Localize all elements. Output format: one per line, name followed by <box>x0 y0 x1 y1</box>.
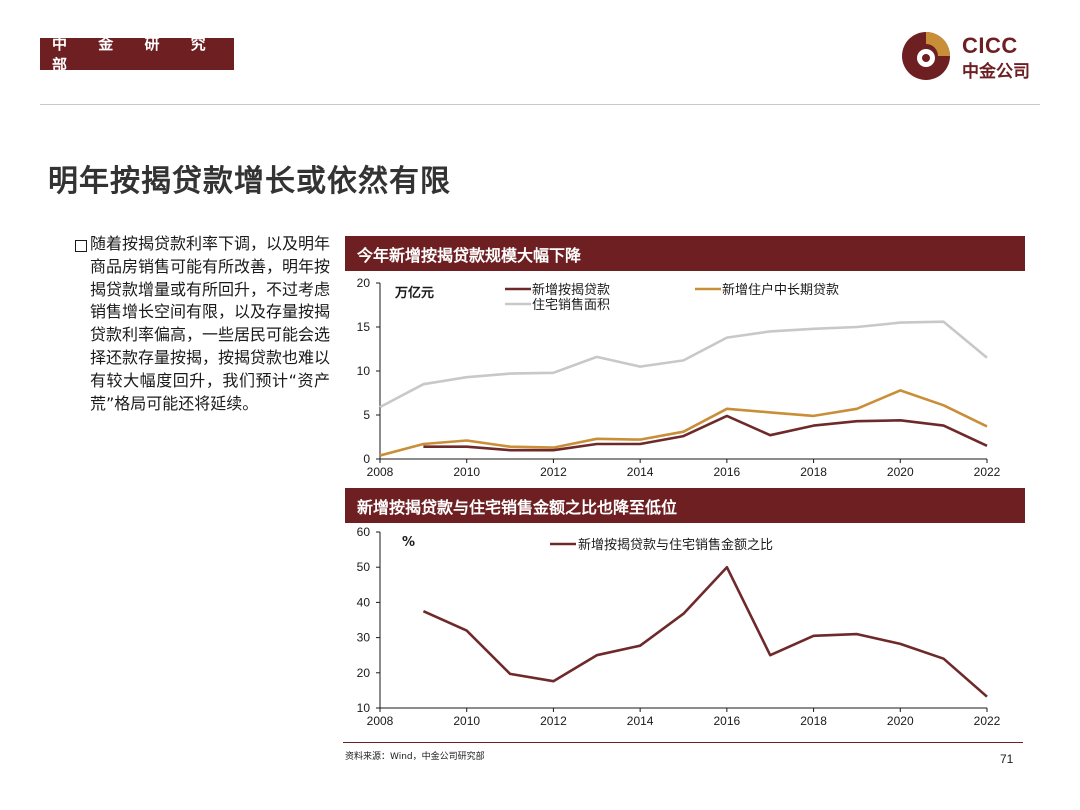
header-divider <box>40 104 1040 105</box>
chart1-x-tick-label: 2020 <box>887 465 914 479</box>
chart2-series-line-1 <box>422 565 988 698</box>
bullet-paragraph: 随着按揭贷款利率下调，以及明年商品房销售可能有所改善，明年按揭贷款增量或有所回升… <box>90 234 331 413</box>
chart2-x-tick-label: 2018 <box>800 714 827 728</box>
chart2-y-tick-label: 40 <box>357 595 371 609</box>
chart1-legend-label-2: 新增住户中长期贷款 <box>722 282 839 298</box>
chart1-title: 今年新增按揭贷款规模大幅下降 <box>345 236 1025 271</box>
chart1-y-tick-label: 10 <box>357 364 371 378</box>
chart2-x-tick-label: 2020 <box>887 714 914 728</box>
chart2-title: 新增按揭贷款与住宅销售金额之比也降至低位 <box>345 488 1025 523</box>
chart1-x-tick-label: 2010 <box>453 465 480 479</box>
cicc-logo-mark-icon <box>902 32 950 80</box>
chart1-legend-label-3: 住宅销售面积 <box>532 297 610 313</box>
chart1-x-tick-label: 2022 <box>974 465 1001 479</box>
chart2-x-tick-label: 2016 <box>714 714 741 728</box>
chart1-series-line-3 <box>379 320 988 409</box>
chart1-series-line-2 <box>379 389 988 457</box>
chart2-x-tick-label: 2022 <box>974 714 1001 728</box>
logo-cn-text: 中金公司 <box>962 62 1030 82</box>
chart1-x-tick-label: 2014 <box>627 465 654 479</box>
chart1-y-tick-label: 15 <box>357 320 371 334</box>
chart1-series-line-1 <box>423 414 988 452</box>
chart1-x-tick-label: 2018 <box>800 465 827 479</box>
bullet-square-icon <box>75 240 87 252</box>
chart1-legend-label-1: 新增按揭贷款 <box>532 282 610 298</box>
chart2-x-tick-label: 2010 <box>453 714 480 728</box>
page-title: 明年按揭贷款增长或依然有限 <box>48 164 451 199</box>
chart1-x-tick-label: 2016 <box>714 465 741 479</box>
chart1-y-tick-label: 5 <box>363 408 370 422</box>
department-tag: 中 金 研 究 部 <box>40 35 234 74</box>
chart2-unit-label: % <box>402 535 415 550</box>
chart1-unit-label: 万亿元 <box>394 285 434 301</box>
chart1-y-tick-label: 0 <box>363 452 370 466</box>
cicc-logo: CICC 中金公司 <box>900 30 1050 82</box>
chart2-y-tick-label: 60 <box>357 525 371 539</box>
chart1-y-tick-label: 20 <box>357 276 371 290</box>
source-note: 资料来源：Wind，中金公司研究部 <box>345 752 485 762</box>
chart2-y-tick-label: 30 <box>357 631 371 645</box>
chart2-x-tick-label: 2014 <box>627 714 654 728</box>
chart1-x-tick-label: 2008 <box>367 465 394 479</box>
chart2-x-tick-label: 2012 <box>540 714 567 728</box>
logo-en-text: CICC <box>962 33 1018 58</box>
chart2-y-tick-label: 20 <box>357 666 371 680</box>
footer-divider <box>343 742 1023 743</box>
chart1-x-tick-label: 2012 <box>540 465 567 479</box>
chart2-y-tick-label: 10 <box>357 701 371 715</box>
chart2-y-tick-label: 50 <box>357 560 371 574</box>
chart2-x-tick-label: 2008 <box>367 714 394 728</box>
chart2-legend-label-1: 新增按揭贷款与住宅销售金额之比 <box>578 537 773 553</box>
page-number: 71 <box>1000 752 1014 766</box>
